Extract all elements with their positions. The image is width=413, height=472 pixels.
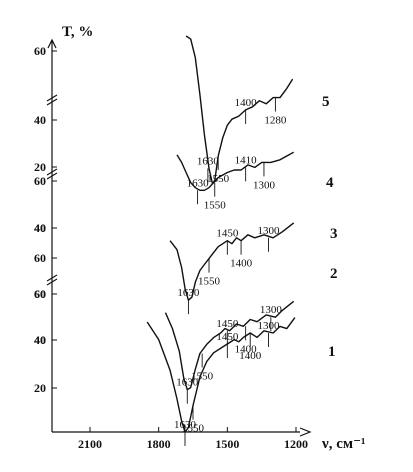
curves [146,35,296,433]
curve-number-3: 3 [330,226,338,242]
peak-label: 1550 [182,423,205,435]
peak-label: 1450 [216,228,239,240]
peak-label: 1300 [260,304,283,316]
peak-label: 1400 [235,97,258,109]
y-tick-label: 40 [34,221,46,235]
y-tick-label: 40 [34,333,46,347]
peak-label: 1400 [235,343,258,355]
y-axis-break [46,172,58,180]
labels: 1630155014501400130011630155014501400130… [174,94,338,446]
y-axis-arrow [47,38,57,49]
curve-number-4: 4 [326,175,334,191]
peak-label: 1300 [258,320,281,332]
y-tick-label: 40 [34,113,46,127]
x-axis-title: ν, см⁻¹ [321,436,366,452]
x-tick-label: 1500 [215,437,239,451]
spectrum-curve-1 [146,317,296,433]
curve-number-1: 1 [328,344,336,360]
peak-label: 1300 [253,179,276,191]
x-tick-label: 1200 [284,437,308,451]
y-axis-break [46,278,58,286]
x-tick-label: 2100 [78,437,102,451]
peak-label: 1400 [239,350,262,362]
y-tick-label: 60 [34,287,46,301]
y-tick-label: 20 [34,381,46,395]
peak-label: 1550 [198,276,221,288]
peak-label: 1630 [176,377,199,389]
spectrum-curve-4 [176,151,295,191]
y-tick-label: 40 [34,333,46,347]
y-tick-label: 40 [34,221,46,235]
y-tick-label: 60 [34,174,46,188]
peak-label: 1300 [258,225,281,237]
y-tick-label: 60 [34,287,46,301]
x-axis-arrow [299,427,312,437]
peak-label: 1400 [230,258,253,270]
spectrum-curve-3 [169,222,295,301]
peak-label: 1630 [197,155,220,167]
y-tick-label: 60 [34,44,46,58]
peak-label: 1550 [191,370,214,382]
y-axis-break [46,274,58,282]
x-tick-label: 1800 [147,437,171,451]
peak-label: 1450 [216,318,239,330]
spectrum-curve-5 [185,35,294,185]
peak-label: 1630 [174,419,197,431]
y-tick-label: 20 [34,160,46,174]
curve-number-5: 5 [322,94,330,110]
peak-label: 1550 [207,173,230,185]
curve-number-2: 2 [330,266,338,282]
peak-label: 1550 [204,200,227,212]
peak-label: 1280 [264,115,287,127]
peak-label: 1630 [187,177,210,189]
y-axis-break [46,168,58,176]
y-axis-break [46,94,58,102]
y-tick-label: 60 [34,251,46,265]
peak-label: 1410 [235,154,258,166]
spectrum-curve-2 [164,300,295,391]
y-axis-break [46,98,58,106]
y-axis-title: T, % [62,24,93,40]
peak-label: 1630 [177,287,200,299]
